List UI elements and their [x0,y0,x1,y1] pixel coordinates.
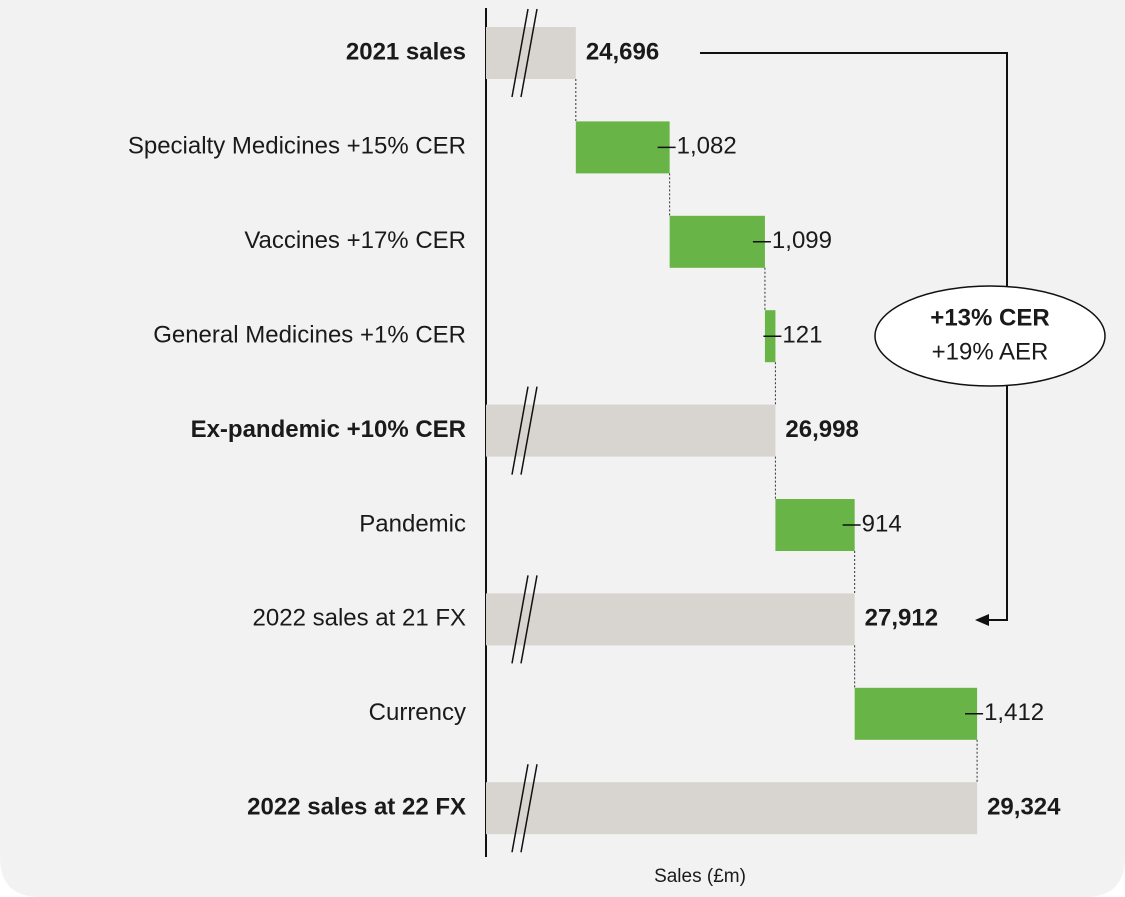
category-label: Vaccines +17% CER [244,227,466,254]
axis-break [520,8,538,98]
category-label: General Medicines +1% CER [153,322,466,349]
axis-break [511,8,529,98]
axis-label: Sales (£m) [654,866,746,887]
value-label: 27,912 [865,605,938,632]
value-label: 121 [782,322,822,349]
category-label: Currency [369,699,466,726]
value-label: 1,082 [677,133,737,160]
axis-break [511,386,529,475]
bar [486,782,978,835]
axis-break [520,575,538,664]
value-label: 29,324 [987,794,1061,821]
annotation: +13% CER [930,304,1049,331]
annotation: +19% AER [932,338,1049,365]
annotation-bubble [874,285,1106,387]
category-label: Specialty Medicines +15% CER [128,133,466,160]
value-label: 26,998 [785,416,858,443]
axis-break [511,575,529,664]
bar [486,404,776,457]
category-label: 2022 sales at 21 FX [253,605,466,632]
category-label: 2022 sales at 22 FX [247,794,466,821]
category-label: Ex-pandemic +10% CER [191,416,466,443]
bar [775,499,855,551]
axis-break [520,764,538,853]
axis-break [511,764,529,853]
bar [486,593,855,646]
bar [486,27,576,79]
value-label: 1,412 [984,699,1044,726]
category-label: Pandemic [359,510,466,537]
bar [669,215,765,268]
category-label: 2021 sales [346,38,466,65]
value-label: 1,099 [772,227,832,254]
value-label: 914 [862,510,902,537]
arrow-head [975,614,989,626]
bar [575,121,670,174]
value-label: 24,696 [586,38,659,65]
axis-break [520,386,538,475]
bar [854,687,978,740]
